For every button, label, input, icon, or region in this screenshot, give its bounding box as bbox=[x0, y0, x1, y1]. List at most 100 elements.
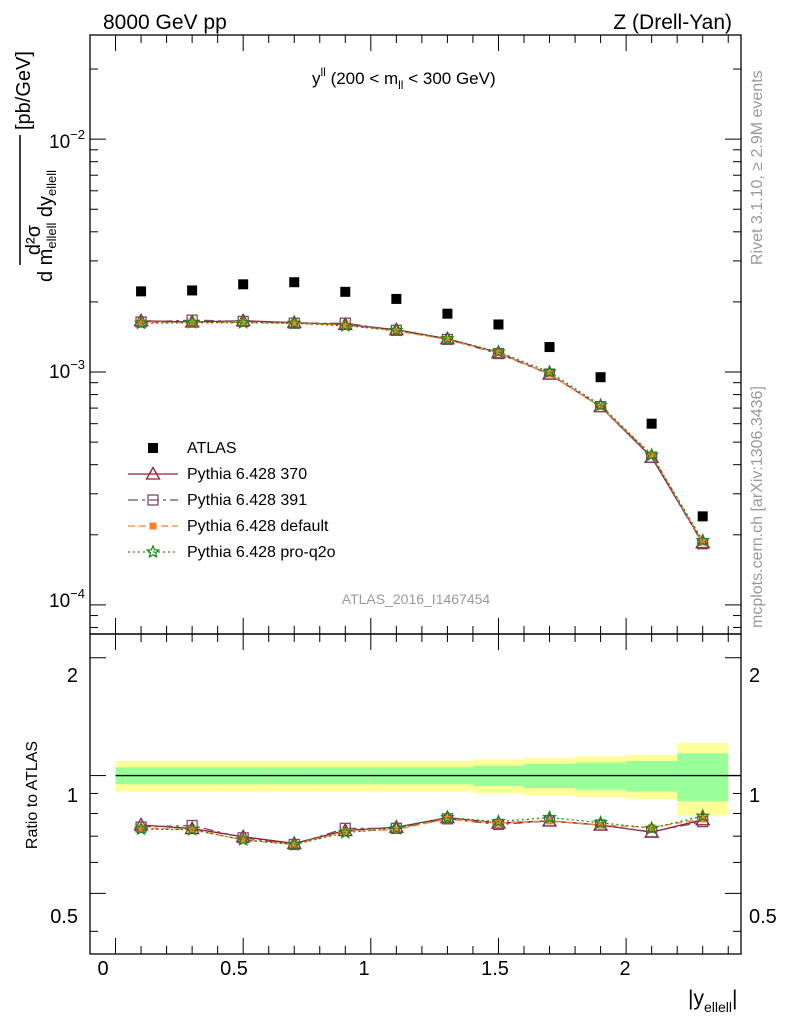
band-inner-bin bbox=[677, 753, 729, 802]
point-atlas bbox=[697, 511, 708, 522]
series-line-pythia-default bbox=[141, 321, 704, 543]
ratio-y-axis-label: Ratio to ATLAS bbox=[24, 741, 41, 849]
point-atlas bbox=[595, 372, 606, 383]
ratio-point-pythia-default bbox=[494, 819, 502, 827]
main-y-ticks bbox=[90, 68, 741, 628]
ratio-series-pythia-default bbox=[137, 815, 707, 848]
point-pythia-391 bbox=[594, 401, 607, 413]
ratio-y-ticks bbox=[90, 657, 741, 932]
ratio-series-pythia-391 bbox=[135, 813, 709, 851]
ratio-series-pythia-pro-q2o bbox=[133, 808, 711, 851]
point-atlas bbox=[289, 277, 300, 288]
mcplots-label: mcplots.cern.ch [arXiv:1306.3436] bbox=[749, 386, 766, 628]
point-pythia-default bbox=[597, 403, 605, 411]
series-pythia-pro-q2o bbox=[133, 314, 711, 547]
point-atlas bbox=[544, 342, 555, 353]
point-pythia-default bbox=[699, 538, 707, 546]
legend-marker-pythia-391 bbox=[147, 494, 159, 506]
ratio-tick-label-1: 1 bbox=[67, 785, 78, 807]
ratio-point-pythia-pro-q2o bbox=[542, 809, 557, 824]
legend-label-q2o: Pythia 6.428 pro-q2o bbox=[187, 544, 336, 561]
ratio-plot-frame bbox=[89, 633, 742, 955]
ratio-uncertainty-band bbox=[115, 743, 729, 816]
point-pythia-pro-q2o bbox=[644, 447, 659, 462]
legend-label-default: Pythia 6.428 default bbox=[187, 518, 329, 535]
series-line-pythia-391 bbox=[141, 319, 704, 545]
ratio-point-pythia-391 bbox=[492, 818, 505, 831]
x-tick-labels: 0 0.5 1 1.5 2 bbox=[97, 958, 630, 980]
series-atlas bbox=[136, 277, 708, 522]
ratio-point-pythia-default bbox=[341, 828, 349, 836]
point-pythia-pro-q2o bbox=[389, 322, 404, 337]
y-label-denominator: d mellell dyellell bbox=[35, 170, 59, 282]
ratio-tick-label-1-right: 1 bbox=[749, 785, 760, 807]
point-pythia-pro-q2o bbox=[337, 318, 353, 332]
ratio-point-pythia-pro-q2o bbox=[695, 808, 711, 823]
point-pythia-391 bbox=[543, 368, 556, 380]
point-atlas bbox=[187, 285, 198, 296]
x-tick-label-1: 1 bbox=[358, 958, 369, 980]
main-y-axis-label: d²σ d mellell dyellell [pb/GeV] bbox=[13, 51, 59, 282]
ratio-series-pythia-370 bbox=[133, 809, 711, 850]
ratio-point-pythia-pro-q2o bbox=[491, 813, 506, 828]
series-pythia-391 bbox=[135, 314, 709, 550]
main-tick-labels: 10−2 10−3 10−4 bbox=[49, 127, 85, 612]
point-atlas bbox=[340, 286, 351, 297]
ratio-point-pythia-pro-q2o bbox=[593, 814, 608, 829]
band-inner-bin bbox=[626, 760, 678, 792]
point-pythia-default bbox=[392, 327, 400, 335]
point-pythia-default bbox=[341, 321, 349, 329]
ratio-tick-label-2-right: 2 bbox=[749, 665, 760, 687]
point-pythia-pro-q2o bbox=[593, 397, 608, 412]
main-tick-label-1e-2: 10−2 bbox=[49, 127, 85, 153]
x-tick-label-0.5: 0.5 bbox=[220, 958, 248, 980]
ratio-point-pythia-default bbox=[239, 836, 247, 844]
rivet-label: Rivet 3.1.10, ≥ 2.9M events bbox=[749, 70, 766, 265]
ratio-point-pythia-pro-q2o bbox=[440, 809, 455, 824]
point-pythia-pro-q2o bbox=[440, 331, 455, 345]
point-pythia-pro-q2o bbox=[235, 314, 251, 329]
y-label-units: [pb/GeV] bbox=[13, 51, 35, 130]
legend-marker-pythia-pro-q2o bbox=[145, 544, 161, 559]
main-tick-label-1e-4: 10−4 bbox=[49, 586, 85, 612]
point-atlas bbox=[442, 308, 453, 319]
point-atlas bbox=[136, 286, 147, 297]
ratio-point-pythia-pro-q2o bbox=[235, 832, 251, 847]
legend-marker-atlas bbox=[148, 443, 158, 453]
legend-label-p370: Pythia 6.428 370 bbox=[187, 466, 307, 483]
series-line-pythia-370 bbox=[141, 320, 704, 544]
ratio-point-pythia-pro-q2o bbox=[286, 836, 302, 851]
ratio-point-pythia-default bbox=[137, 824, 145, 832]
point-pythia-pro-q2o bbox=[695, 532, 711, 547]
ratio-tick-label-0.5: 0.5 bbox=[50, 906, 78, 928]
point-atlas bbox=[238, 279, 249, 290]
ratio-point-pythia-pro-q2o bbox=[644, 820, 659, 835]
point-pythia-391 bbox=[441, 333, 454, 346]
ratio-point-pythia-pro-q2o bbox=[184, 821, 200, 836]
x-ticks bbox=[89, 35, 729, 954]
x-tick-label-0: 0 bbox=[97, 958, 108, 980]
point-pythia-pro-q2o bbox=[542, 364, 557, 379]
ratio-tick-label-0.5-right: 0.5 bbox=[749, 906, 777, 928]
x-tick-label-2: 2 bbox=[619, 958, 630, 980]
header-left: 8000 GeV pp bbox=[103, 11, 227, 34]
x-axis-label: |yellell| bbox=[688, 987, 737, 1015]
legend-markers bbox=[128, 443, 178, 559]
point-pythia-default bbox=[239, 319, 247, 327]
ratio-point-pythia-default bbox=[443, 815, 451, 823]
point-pythia-pro-q2o bbox=[491, 344, 506, 359]
ratio-line-pythia-default bbox=[141, 818, 703, 846]
ratio-point-pythia-pro-q2o bbox=[337, 824, 353, 839]
point-atlas bbox=[391, 293, 402, 304]
series-pythia-default bbox=[137, 319, 707, 546]
plot-title: yll (200 < mll < 300 GeV) bbox=[312, 65, 496, 92]
point-pythia-default bbox=[290, 319, 298, 327]
ratio-point-pythia-default bbox=[648, 824, 656, 832]
legend-marker-pythia-default bbox=[149, 522, 157, 530]
ratio-point-pythia-default bbox=[392, 825, 400, 833]
ratio-point-pythia-default bbox=[290, 840, 298, 848]
ratio-tick-labels: 2 1 0.5 2 1 0.5 bbox=[50, 665, 777, 928]
analysis-tag: ATLAS_2016_I1467454 bbox=[342, 591, 491, 607]
ratio-point-pythia-pro-q2o bbox=[389, 820, 404, 835]
